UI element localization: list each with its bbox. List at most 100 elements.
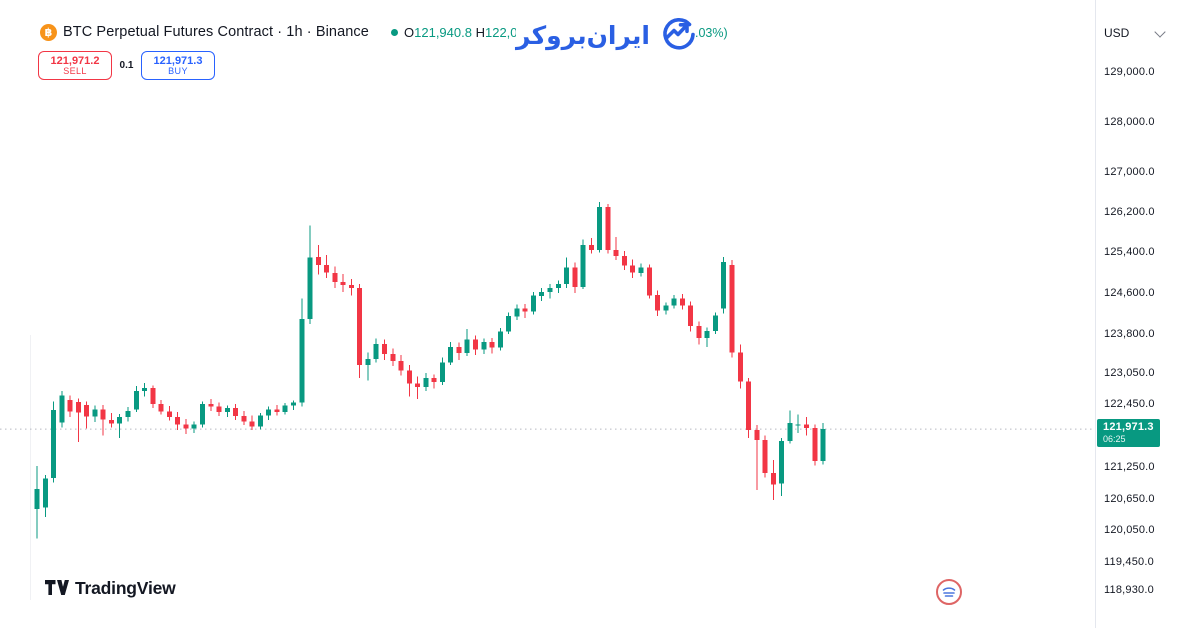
candle-up <box>51 409 56 478</box>
candle-down <box>166 411 172 418</box>
candle-down <box>572 267 578 288</box>
price-axis-label: 121,250.0 <box>1104 460 1155 473</box>
candle-down <box>274 409 280 412</box>
candle-down <box>249 421 255 427</box>
candle-down <box>100 409 106 420</box>
candle-up <box>795 424 801 426</box>
candle-up <box>200 404 205 425</box>
candle-up <box>787 422 793 442</box>
candle-down <box>390 353 396 361</box>
candle-up <box>125 410 131 418</box>
candle-up <box>539 292 545 296</box>
candle-down <box>340 281 346 285</box>
iranbroker-logo-text: ایران‌بروکر <box>516 20 650 50</box>
buy-label: BUY <box>168 65 188 76</box>
buy-price: 121,971.3 <box>153 54 203 67</box>
candle-up <box>580 244 586 288</box>
candle-down <box>241 416 247 422</box>
symbol-header[interactable]: ฿ BTC Perpetual Futures Contract · 1h · … <box>40 22 369 42</box>
candle-up <box>820 429 826 462</box>
candle-up <box>299 318 305 403</box>
candle-down <box>746 381 752 431</box>
candle-down <box>737 352 743 382</box>
candle-down <box>605 206 611 250</box>
candle-up <box>597 206 603 250</box>
candle-up <box>721 262 727 309</box>
candle-down <box>158 404 164 412</box>
price-axis-label: 126,200.0 <box>1104 205 1155 218</box>
candle-down <box>398 361 404 371</box>
candle-up <box>448 347 454 363</box>
price-axis-label: 120,650.0 <box>1104 492 1155 505</box>
candle-down <box>233 407 239 417</box>
price-axis-label: 120,050.0 <box>1104 524 1155 537</box>
last-price-value: 121,971.3 <box>1103 421 1154 434</box>
candle-down <box>688 305 694 326</box>
buy-button[interactable]: 121,971.3 BUY <box>141 51 215 80</box>
candle-up <box>704 331 710 338</box>
candle-up <box>266 409 272 416</box>
candle-up <box>373 344 379 359</box>
bar-countdown: 06:25 <box>1103 434 1126 445</box>
candle-up <box>464 339 470 353</box>
candle-down <box>456 347 462 353</box>
ohlc-readout: O121,940.8 H122,078 <box>404 25 532 40</box>
candle-up <box>439 362 445 382</box>
price-axis-label: 124,600.0 <box>1104 287 1155 300</box>
price-axis-separator <box>1095 0 1096 628</box>
candle-down <box>406 370 412 384</box>
candle-down <box>324 265 330 273</box>
candles-layer <box>34 201 826 539</box>
candle-down <box>216 406 222 412</box>
candle-down <box>208 404 214 407</box>
candle-down <box>729 265 735 353</box>
sell-button[interactable]: 121,971.2 SELL <box>38 51 112 80</box>
candle-up <box>497 331 503 348</box>
candle-down <box>812 428 818 462</box>
trend-circle-icon <box>663 17 695 50</box>
candle-up <box>365 359 371 366</box>
candle-down <box>175 417 181 425</box>
candle-down <box>415 383 421 387</box>
tradingview-logo-text: TradingView <box>75 578 176 598</box>
symbol-title: BTC Perpetual Futures Contract · 1h · Bi… <box>63 24 369 40</box>
currency-label: USD <box>1104 26 1130 40</box>
candle-down <box>762 440 768 474</box>
price-axis-label: 127,000.0 <box>1104 165 1155 178</box>
candle-up <box>481 342 487 350</box>
tradingview-logo[interactable]: TradingView <box>45 578 176 599</box>
candle-up <box>191 424 197 429</box>
price-axis-label: 119,450.0 <box>1104 556 1154 569</box>
candle-up <box>224 407 230 412</box>
candle-down <box>679 298 685 306</box>
candle-up <box>59 395 65 423</box>
candle-down <box>522 308 528 312</box>
currency-selector[interactable]: USD <box>1104 25 1166 40</box>
candle-up <box>779 441 785 484</box>
candle-down <box>696 326 702 338</box>
candle-down <box>431 378 437 382</box>
candle-down <box>754 430 760 441</box>
stamp-icon <box>936 579 962 605</box>
candle-down <box>357 288 363 366</box>
change-percent-text: .03%) <box>695 26 728 40</box>
candle-down <box>630 265 636 273</box>
candle-down <box>655 295 660 311</box>
candle-down <box>348 285 354 289</box>
candle-up <box>530 295 536 312</box>
candle-down <box>183 424 189 429</box>
candle-down <box>473 339 478 350</box>
candle-down <box>109 419 114 424</box>
open-label: O <box>404 25 415 40</box>
bitcoin-icon: ฿ <box>40 23 57 41</box>
candle-up <box>564 267 569 284</box>
candle-down <box>646 267 652 296</box>
candle-down <box>613 249 619 256</box>
candle-up <box>34 489 40 510</box>
price-axis-label: 125,400.0 <box>1104 246 1155 259</box>
candle-up <box>514 308 520 317</box>
candle-up <box>42 478 48 508</box>
candle-up <box>547 288 553 293</box>
